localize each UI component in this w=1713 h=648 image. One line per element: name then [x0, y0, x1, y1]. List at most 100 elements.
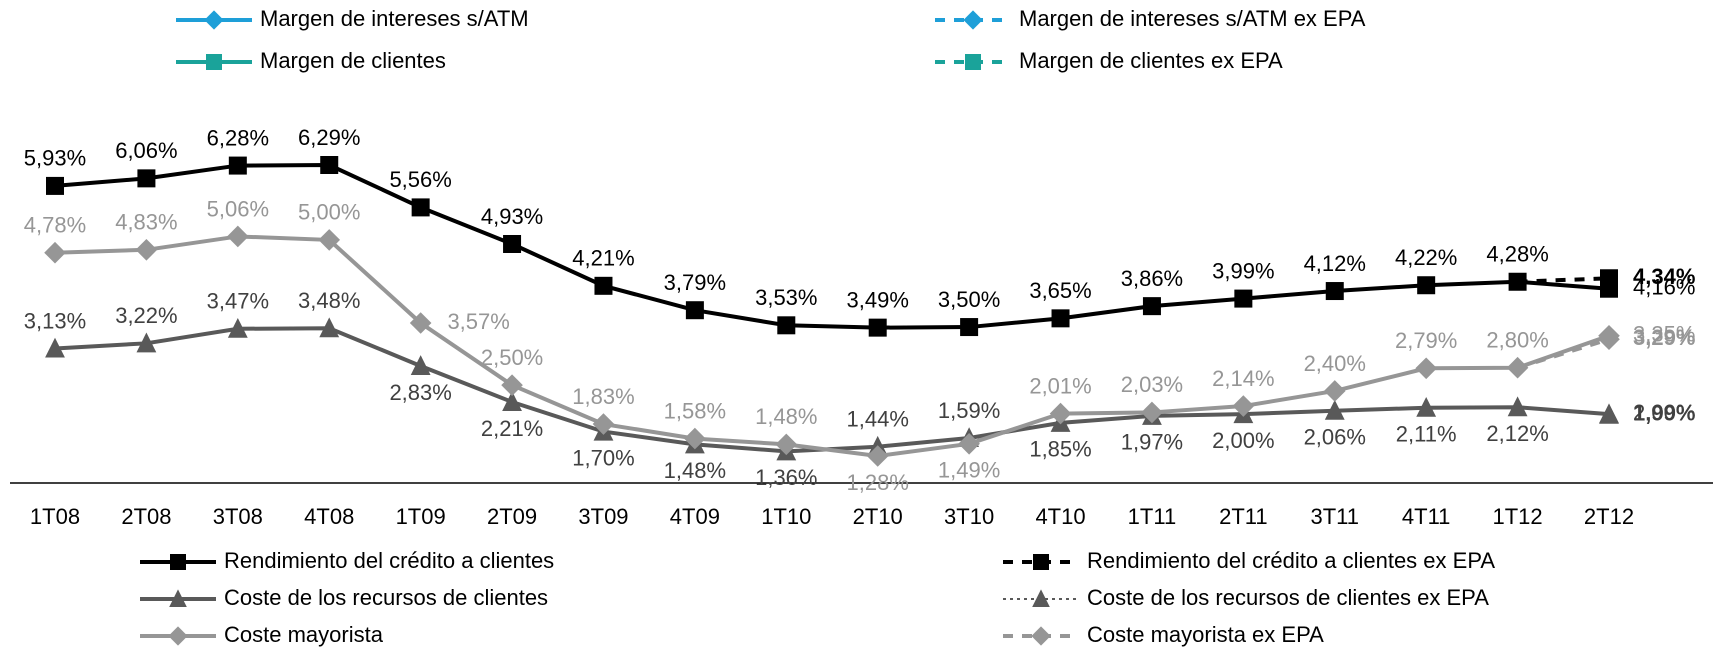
- series-line: [54, 162, 1610, 330]
- data-label: 3,86%: [1121, 266, 1183, 291]
- data-label: 3,13%: [24, 308, 86, 333]
- data-label: 2,12%: [1486, 421, 1548, 446]
- data-label: 2,21%: [481, 416, 543, 441]
- data-label: 3,50%: [938, 287, 1000, 312]
- data-label: 3,29%: [1633, 325, 1695, 350]
- data-point: [503, 234, 522, 253]
- legend-label: Rendimiento del crédito a clientes: [224, 548, 554, 573]
- data-label: 1,59%: [938, 398, 1000, 423]
- data-label: 5,93%: [24, 146, 86, 171]
- x-tick-label: 3T10: [944, 504, 994, 529]
- legend-label: Margen de intereses s/ATM ex EPA: [1019, 6, 1366, 31]
- x-tick-label: 2T10: [853, 504, 903, 529]
- legend-label: Coste de los recursos de clientes ex EPA: [1087, 585, 1489, 610]
- data-label: 4,16%: [1633, 275, 1695, 300]
- data-point: [137, 169, 156, 188]
- x-tick-label: 4T09: [670, 504, 720, 529]
- data-point: [319, 317, 340, 338]
- data-point: [1049, 402, 1072, 425]
- data-label: 1,85%: [1029, 437, 1091, 462]
- data-label: 2,11%: [1396, 422, 1457, 447]
- data-label: 2,79%: [1395, 328, 1457, 353]
- data-point: [1600, 279, 1618, 298]
- x-tick-label: 1T11: [1128, 504, 1177, 529]
- data-point: [411, 198, 430, 217]
- data-label: 5,00%: [298, 200, 360, 225]
- x-tick-label: 1T12: [1493, 504, 1543, 529]
- data-point: [1325, 282, 1344, 301]
- legend-marker: [1033, 554, 1049, 570]
- data-label: 2,06%: [1304, 425, 1366, 450]
- data-point: [227, 317, 248, 338]
- data-label: 3,49%: [847, 287, 909, 312]
- data-point: [1141, 401, 1163, 424]
- data-label: 4,22%: [1395, 245, 1457, 270]
- legend-marker: [169, 589, 187, 607]
- legend-label: Margen de clientes ex EPA: [1019, 48, 1283, 73]
- data-point: [1415, 357, 1437, 380]
- data-point: [1324, 399, 1345, 420]
- data-label: 4,12%: [1304, 251, 1366, 276]
- data-label: 2,00%: [1633, 400, 1695, 425]
- data-label: 3,79%: [664, 270, 726, 295]
- data-label: 3,99%: [1212, 258, 1274, 283]
- data-label: 6,06%: [115, 138, 177, 163]
- data-label: 3,53%: [755, 285, 817, 310]
- data-point: [1323, 380, 1346, 402]
- x-tick-label: 3T09: [578, 504, 628, 529]
- data-label: 2,50%: [481, 345, 543, 370]
- data-label: 5,56%: [389, 167, 451, 192]
- data-label: 4,83%: [115, 210, 177, 235]
- x-tick-label: 1T09: [396, 504, 446, 529]
- x-tick-label: 2T09: [487, 504, 537, 529]
- data-point: [775, 433, 798, 456]
- data-point: [960, 318, 979, 337]
- legend-label: Margen de clientes: [260, 48, 446, 73]
- data-point: [866, 445, 889, 467]
- data-label: 3,65%: [1029, 278, 1091, 303]
- data-label: 3,47%: [207, 289, 269, 314]
- data-point: [1234, 289, 1253, 308]
- data-label: 5,06%: [207, 196, 269, 221]
- data-label: 2,03%: [1121, 372, 1183, 397]
- data-point: [1142, 297, 1161, 316]
- data-label: 3,57%: [447, 309, 509, 334]
- data-label: 4,28%: [1486, 242, 1548, 267]
- legend-label: Coste de los recursos de clientes: [224, 585, 548, 610]
- data-label: 1,99%: [1633, 401, 1695, 426]
- x-tick-label: 3T11: [1311, 504, 1360, 529]
- data-label: 4,93%: [481, 204, 543, 229]
- legend-label: Margen de intereses s/ATM: [260, 6, 529, 31]
- data-point: [44, 241, 66, 264]
- data-label: 1,48%: [755, 404, 817, 429]
- data-point: [1507, 396, 1528, 417]
- data-point: [1051, 309, 1070, 328]
- data-point: [1232, 395, 1255, 417]
- x-tick-label: 2T08: [121, 504, 171, 529]
- data-point: [409, 312, 432, 334]
- data-label: 2,83%: [389, 380, 451, 405]
- data-point: [594, 276, 613, 295]
- data-point: [135, 239, 158, 261]
- data-label: 2,00%: [1212, 428, 1274, 453]
- x-tick-label: 2T12: [1584, 504, 1634, 529]
- data-point: [1416, 396, 1437, 417]
- series-line: [1517, 276, 1610, 284]
- data-label: 2,14%: [1212, 366, 1274, 391]
- data-point: [684, 427, 706, 450]
- data-point: [410, 355, 431, 375]
- data-point: [1508, 272, 1527, 291]
- data-point: [228, 156, 247, 175]
- data-label: 1,49%: [938, 458, 1000, 483]
- data-point: [45, 337, 65, 358]
- data-point: [777, 316, 796, 335]
- data-point: [1417, 276, 1436, 295]
- series-line: [54, 326, 1610, 454]
- data-point: [136, 332, 157, 353]
- data-point: [1599, 403, 1619, 424]
- legend-label: Coste mayorista ex EPA: [1087, 622, 1324, 647]
- x-tick-label: 1T08: [30, 504, 80, 529]
- x-tick-label: 2T11: [1219, 504, 1268, 529]
- data-label: 4,34%: [1633, 264, 1695, 289]
